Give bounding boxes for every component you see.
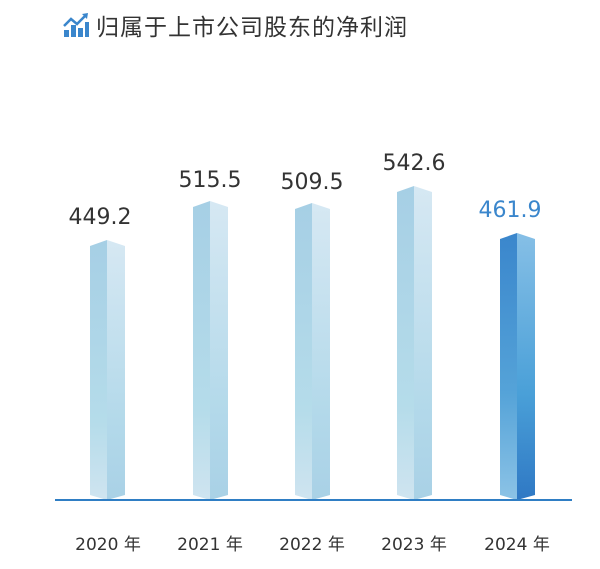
year-label-2022: 2022 年	[279, 535, 345, 555]
value-label-2024: 461.9	[478, 198, 542, 223]
value-label-2023: 542.6	[382, 151, 446, 176]
bar-2024	[500, 233, 535, 500]
bar-2020	[90, 240, 125, 500]
chart-title-text: 归属于上市公司股东的净利润	[96, 15, 408, 41]
bar-chart-growth-icon	[63, 13, 89, 37]
bar-2022	[295, 203, 330, 500]
value-label-2020: 449.2	[68, 205, 132, 230]
bar-2023	[397, 186, 432, 500]
year-label-2024: 2024 年	[484, 535, 550, 555]
year-label-2023: 2023 年	[381, 535, 447, 555]
x-axis-line	[55, 499, 572, 501]
year-label-2021: 2021 年	[177, 535, 243, 555]
bar-2021	[193, 201, 228, 500]
chart-title: 归属于上市公司股东的净利润	[62, 8, 408, 42]
year-label-2020: 2020 年	[75, 535, 141, 555]
value-label-2022: 509.5	[280, 170, 344, 195]
value-label-2021: 515.5	[178, 168, 242, 193]
